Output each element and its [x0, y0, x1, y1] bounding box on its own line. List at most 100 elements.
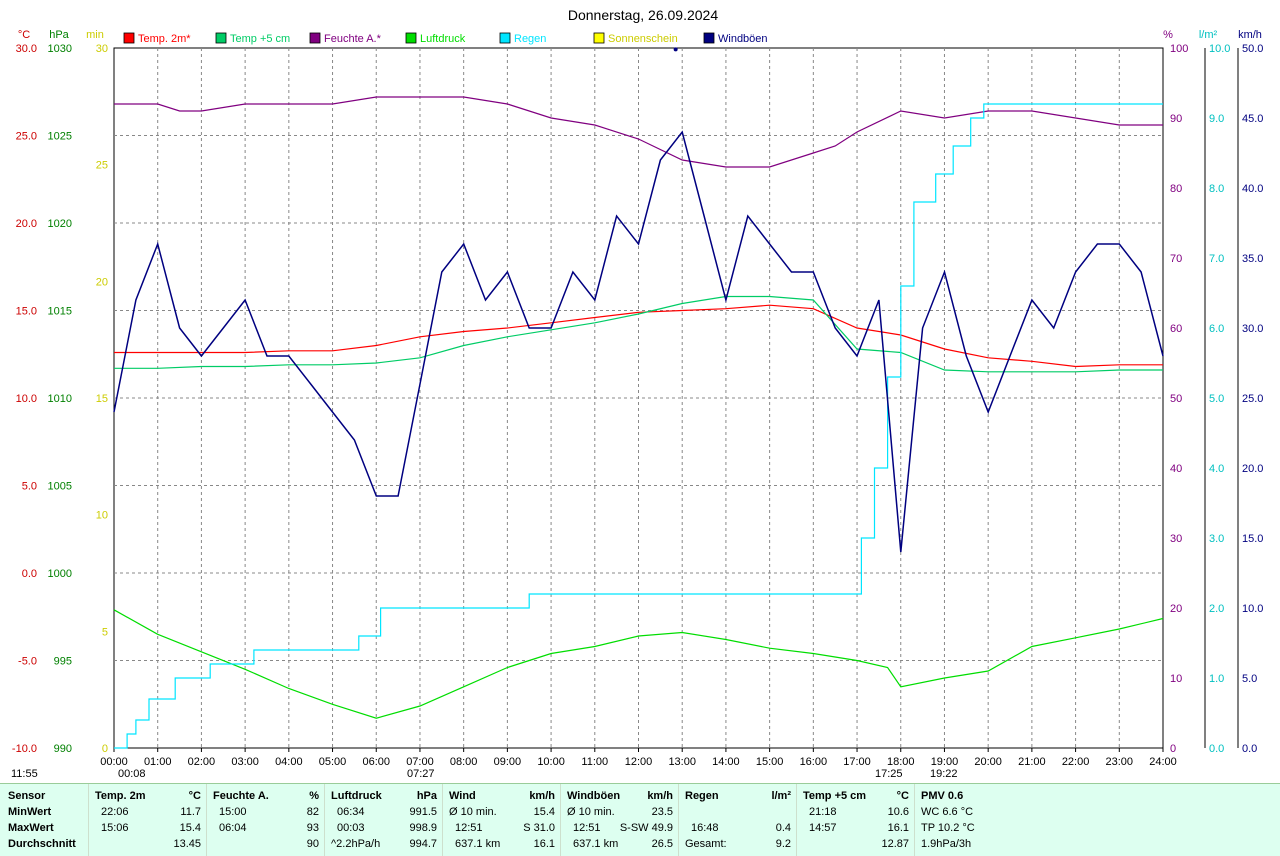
x-tick-label: 08:00: [450, 756, 478, 768]
x-tick-label: 22:00: [1062, 756, 1090, 768]
x-tick-label: 00:00: [100, 756, 128, 768]
rain-axis-tick-label: 7.0: [1209, 253, 1224, 265]
temp-axis-tick-label: 30.0: [16, 43, 37, 55]
legend-swatch: [309, 32, 321, 44]
humidity-axis-tick-label: 100: [1170, 43, 1188, 55]
pressure-axis-tick-label: 1020: [48, 218, 72, 230]
legend-swatch: [405, 32, 417, 44]
humidity-axis-tick-label: 40: [1170, 463, 1182, 475]
luftdruck-header: Luftdruck: [331, 790, 382, 802]
row-label-max: MaxWert: [8, 822, 54, 834]
x-tick-label: 11:00: [581, 756, 608, 768]
windboeen-unit: km/h: [647, 790, 673, 802]
temp5-min-time: 21:18: [809, 806, 837, 818]
stats-luftdruck: Luftdruck hPa 06:34 991.5 00:03 998.9 ^2…: [324, 784, 443, 856]
pressure-axis-tick-label: 1025: [48, 131, 72, 143]
x-tick-label: 02:00: [188, 756, 216, 768]
legend-label: Temp +5 cm: [230, 33, 290, 45]
temp2m-max-value: 15.4: [179, 822, 201, 834]
humidity-axis-tick-label: 30: [1170, 533, 1182, 545]
x-tick-label: 23:00: [1106, 756, 1134, 768]
feuchte-max-value: 93: [306, 822, 319, 834]
temp-axis-tick-label: -5.0: [18, 656, 37, 668]
pressure-axis-tick-label: 990: [54, 743, 72, 755]
rain-axis-tick-label: 3.0: [1209, 533, 1224, 545]
pressure-axis-tick-label: 1010: [48, 393, 72, 405]
wind-axis-tick-label: 30.0: [1242, 323, 1263, 335]
wind-axis-unit-label: km/h: [1238, 29, 1262, 41]
weather-chart: 00:00 01:00 02:00 03:00 04:00 05:00 06:00 07:00…: [11, 7, 1263, 780]
rain-axis-tick-label: 9.0: [1209, 113, 1224, 125]
wind-axis-tick-label: 0.0: [1242, 743, 1257, 755]
luftdruck-max-value: 998.9: [409, 822, 437, 834]
temp-axis-unit-label: °C: [18, 29, 30, 41]
legend-swatch: [703, 32, 715, 44]
rain-axis-tick-label: 5.0: [1209, 393, 1224, 405]
temp5-header: Temp +5 cm: [803, 790, 867, 802]
humidity-axis-tick-label: 50: [1170, 393, 1182, 405]
x-tick-label: 05:00: [319, 756, 347, 768]
x-tick-label: 07:00: [406, 756, 434, 768]
sun-axis-unit-label: min: [86, 29, 104, 41]
regen-header: Regen: [685, 790, 719, 802]
legend-label: Luftdruck: [420, 33, 466, 45]
row-label-min: MinWert: [8, 806, 52, 818]
temp-axis-tick-label: 10.0: [16, 393, 37, 405]
sun-axis-tick-label: 10: [96, 510, 108, 522]
rain-axis-tick-label: 0.0: [1209, 743, 1224, 755]
feuchte-min-time: 15:00: [219, 806, 247, 818]
rain-axis-tick-label: 1.0: [1209, 673, 1224, 685]
windboeen-max-value: S-SW 49.9: [619, 822, 673, 834]
x-tick-label: 04:00: [275, 756, 303, 768]
luftdruck-min-value: 991.5: [409, 806, 437, 818]
grid: [114, 48, 1163, 748]
stats-regen: Regen l/m² 16:48 0.4 Gesamt: 9.2: [678, 784, 797, 856]
feuchte-unit: %: [309, 790, 319, 802]
stats-wind: Wind km/h Ø 10 min. 15.4 12:51 S 31.0 63…: [442, 784, 561, 856]
regen-total-value: 9.2: [775, 838, 791, 850]
stats-windboeen: Windböen km/h Ø 10 min. 23.5 12:51 S-SW …: [560, 784, 679, 856]
regen-max-value: 0.4: [775, 822, 791, 834]
feuchte-avg: 90: [306, 838, 319, 850]
temp-axis-tick-label: 15.0: [16, 306, 37, 318]
temp5-max-value: 16.1: [887, 822, 909, 834]
series-line-windb-en: [113, 130, 1164, 553]
x-tick-label: 09:00: [494, 756, 522, 768]
temp2m-header: Temp. 2m: [95, 790, 146, 802]
pmv-windchill: WC 6.6 °C: [921, 806, 974, 818]
humidity-axis-tick-label: 60: [1170, 323, 1182, 335]
pressure-axis-tick-label: 1030: [48, 43, 72, 55]
regen-max-time: 16:48: [691, 822, 719, 834]
rain-axis-tick-label: 2.0: [1209, 603, 1224, 615]
temp2m-min-value: 11.7: [180, 806, 201, 818]
temp-axis-tick-label: 5.0: [22, 481, 37, 493]
temp2m-min-time: 22:06: [101, 806, 129, 818]
row-label-sensor: Sensor: [8, 790, 46, 802]
pressure-axis-tick-label: 1005: [48, 481, 72, 493]
series-line-regen: [114, 103, 1163, 749]
x-tick-label: 21:00: [1018, 756, 1046, 768]
x-annotation-label: 17:25: [875, 768, 903, 780]
x-tick-label: 16:00: [800, 756, 828, 768]
regen-unit: l/m²: [771, 790, 791, 802]
wind-max-point: [673, 47, 678, 52]
feuchte-header: Feuchte A.: [213, 790, 269, 802]
pressure-axis-unit-label: hPa: [49, 29, 69, 41]
x-tick-label: 15:00: [756, 756, 784, 768]
temp-axis-tick-label: 20.0: [16, 218, 37, 230]
wind-axis-tick-label: 50.0: [1242, 43, 1263, 55]
wind-daily-avg: 16.1: [533, 838, 555, 850]
feuchte-min-value: 82: [306, 806, 319, 818]
series-line-temp-5-cm: [114, 295, 1163, 373]
wind-axis-tick-label: 20.0: [1242, 463, 1263, 475]
series-line-luftdruck: [113, 609, 1164, 719]
x-annotation-label: 00:08: [118, 768, 146, 780]
temp2m-unit: °C: [188, 790, 201, 802]
temp5-max-time: 14:57: [809, 822, 837, 834]
windboeen-header: Windböen: [567, 790, 621, 802]
x-tick-label: 10:00: [537, 756, 565, 768]
wind-max-value: S 31.0: [523, 822, 555, 834]
x-annotation-label: 19:22: [930, 768, 958, 780]
legend-label: Regen: [514, 33, 546, 45]
temp-axis-tick-label: -10.0: [12, 743, 37, 755]
